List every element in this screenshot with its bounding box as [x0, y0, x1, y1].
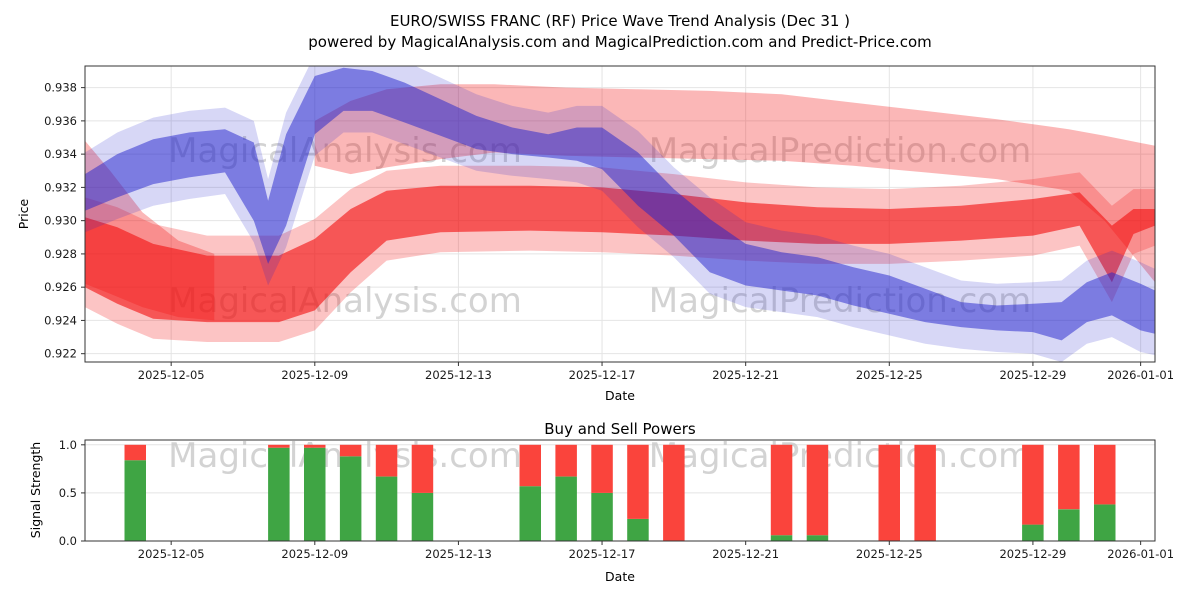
- y-tick-label: 0.934: [44, 147, 77, 161]
- sell-power-bar: [1022, 444, 1044, 525]
- power-x-axis-label: Date: [605, 569, 635, 584]
- sell-power-bar: [411, 444, 434, 493]
- buy-sell-bars: [124, 444, 1116, 541]
- y-tick-label: 0.932: [44, 180, 77, 194]
- x-tick-label: 2026-01-01: [1107, 547, 1174, 561]
- x-tick-label: 2025-12-09: [281, 368, 348, 382]
- buy-power-bar: [1094, 504, 1116, 541]
- sell-power-bar: [878, 444, 900, 541]
- price-y-axis-label: Price: [16, 198, 31, 229]
- buy-power-bar: [519, 486, 541, 541]
- buy-power-bar: [806, 535, 829, 541]
- buy-power-bar: [411, 492, 434, 541]
- y-tick-label: 0.930: [44, 214, 77, 228]
- y-tick-label: 0.924: [44, 313, 77, 327]
- y-tick-label: 0.0: [59, 534, 77, 548]
- buy-power-bar: [304, 447, 326, 541]
- sell-power-bar: [806, 444, 829, 536]
- y-tick-label: 0.928: [44, 247, 77, 261]
- sell-power-bar: [304, 444, 326, 448]
- sell-power-bar: [375, 444, 398, 477]
- buy-power-bar: [375, 476, 398, 541]
- y-tick-label: 0.938: [44, 81, 77, 95]
- x-tick-label: 2026-01-01: [1107, 368, 1174, 382]
- x-tick-label: 2025-12-25: [856, 368, 923, 382]
- sell-power-bar: [663, 444, 685, 541]
- sell-power-bar: [770, 444, 793, 536]
- price-x-axis-label: Date: [605, 388, 635, 403]
- buy-power-bar: [591, 492, 613, 541]
- sell-power-bar: [555, 444, 577, 477]
- x-tick-label: 2025-12-17: [569, 368, 636, 382]
- buy-power-bar: [627, 518, 649, 541]
- watermark-prediction-top: MagicalPrediction.com: [649, 131, 1032, 171]
- buy-power-bar: [555, 476, 577, 541]
- sell-power-bar: [627, 444, 649, 519]
- y-tick-label: 1.0: [59, 438, 77, 452]
- buy-power-bar: [770, 535, 793, 541]
- x-tick-label: 2025-12-05: [138, 368, 205, 382]
- axes: 2025-12-05 2025-12-09 2025-12-13 2025-12-17…: [44, 65, 1174, 561]
- power-chart-title: Buy and Sell Powers: [544, 420, 696, 438]
- band-blue-main: [85, 67, 1155, 341]
- x-tick-label: 2025-12-21: [712, 368, 779, 382]
- y-tick-label: 0.936: [44, 114, 77, 128]
- plot-border: [84, 65, 1156, 363]
- sell-power-bar: [1058, 444, 1080, 510]
- watermark-prediction-bottom: MagicalPrediction.com: [649, 436, 1032, 476]
- buy-power-bar: [339, 456, 362, 541]
- sell-power-bar: [339, 444, 362, 457]
- buy-power-bar: [1022, 524, 1044, 541]
- plot-border: [84, 439, 1156, 542]
- buy-power-bar: [268, 447, 290, 541]
- x-tick-label: 2025-12-13: [425, 547, 492, 561]
- labels: EURO/SWISS FRANC (RF) Price Wave Trend A…: [16, 12, 932, 584]
- sell-power-bar: [914, 444, 936, 541]
- x-tick-label: 2025-12-05: [138, 547, 205, 561]
- band-red-main: [85, 185, 1155, 323]
- y-tick-label: 0.5: [59, 486, 77, 500]
- x-tick-label: 2025-12-29: [999, 368, 1066, 382]
- chart-title: EURO/SWISS FRANC (RF) Price Wave Trend A…: [390, 12, 850, 30]
- sell-power-bar: [591, 444, 613, 493]
- x-tick-label: 2025-12-17: [569, 547, 636, 561]
- price-wave-bands: [85, 66, 1155, 362]
- buy-power-bar: [124, 460, 146, 541]
- sell-power-bar: [519, 444, 541, 487]
- y-tick-label: 0.926: [44, 280, 77, 294]
- chart-subtitle: powered by MagicalAnalysis.com and Magic…: [308, 33, 932, 51]
- x-tick-label: 2025-12-09: [281, 547, 348, 561]
- sell-power-bar: [1094, 444, 1116, 505]
- x-tick-label: 2025-12-13: [425, 368, 492, 382]
- sell-power-bar: [268, 444, 290, 448]
- x-tick-label: 2025-12-21: [712, 547, 779, 561]
- x-tick-label: 2025-12-25: [856, 547, 923, 561]
- power-y-axis-label: Signal Strength: [28, 442, 43, 538]
- y-tick-label: 0.922: [44, 347, 77, 361]
- buy-power-bar: [1058, 509, 1080, 541]
- x-tick-label: 2025-12-29: [999, 547, 1066, 561]
- sell-power-bar: [124, 444, 146, 461]
